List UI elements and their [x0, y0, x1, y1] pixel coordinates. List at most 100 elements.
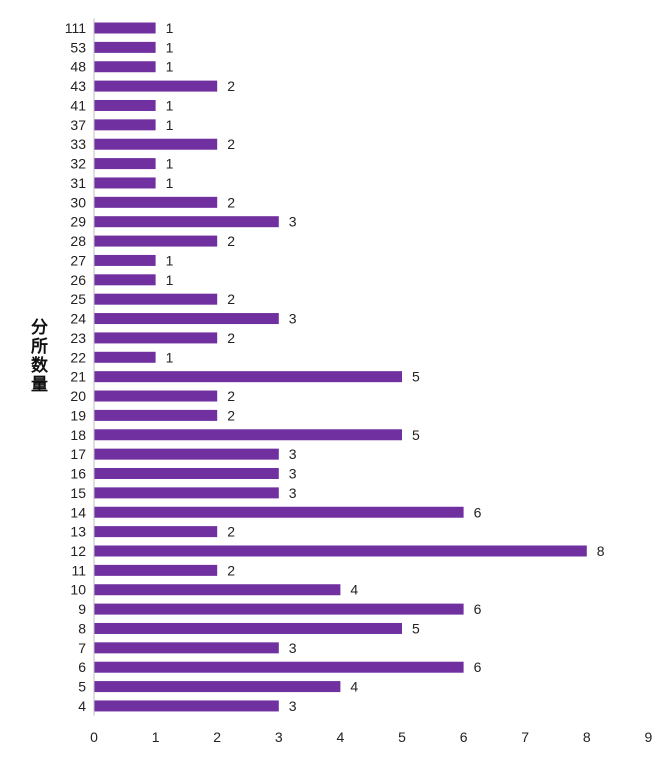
category-label-31: 31 — [70, 175, 86, 191]
x-tick-labels-group: 0 1 2 3 4 5 6 7 8 9 — [90, 729, 652, 745]
category-label-30: 30 — [70, 194, 86, 210]
bar-22 — [94, 351, 156, 363]
x-tick-8: 8 — [583, 729, 591, 745]
data-label-10: 4 — [350, 582, 358, 598]
bar-23 — [94, 332, 218, 344]
bar-33 — [94, 138, 218, 150]
bar-15 — [94, 487, 279, 499]
bar-19 — [94, 409, 218, 421]
x-tick-5: 5 — [398, 729, 406, 745]
category-label-37: 37 — [70, 117, 86, 133]
bar-24 — [94, 313, 279, 325]
bar-27 — [94, 254, 156, 266]
bar-26 — [94, 274, 156, 286]
bar-111 — [94, 22, 156, 34]
category-label-8: 8 — [78, 620, 86, 636]
data-label-5: 4 — [350, 679, 358, 695]
category-label-111: 111 — [65, 20, 86, 36]
category-label-17: 17 — [70, 446, 86, 462]
data-label-16: 3 — [289, 466, 297, 482]
category-label-10: 10 — [70, 582, 86, 598]
category-label-53: 53 — [70, 39, 86, 55]
data-label-11: 2 — [227, 562, 235, 578]
bar-48 — [94, 61, 156, 73]
data-label-22: 1 — [166, 349, 174, 365]
bar-20 — [94, 390, 218, 402]
bar-37 — [94, 119, 156, 131]
bar-41 — [94, 99, 156, 111]
data-labels-group: 1 1 1 2 1 1 2 1 1 2 3 2 1 1 2 3 2 1 5 2 2 5 3 3 3 6 2 8 2 4 6 5 3 6 4 3 — [166, 20, 605, 714]
data-label-41: 1 — [166, 97, 174, 113]
x-tick-9: 9 — [645, 729, 653, 745]
bar-32 — [94, 158, 156, 170]
category-label-12: 12 — [70, 543, 86, 559]
bar-9 — [94, 603, 464, 615]
bar-25 — [94, 293, 218, 305]
category-label-7: 7 — [78, 640, 86, 656]
category-label-19: 19 — [70, 407, 86, 423]
data-label-111: 1 — [166, 20, 174, 36]
data-label-8: 5 — [412, 620, 420, 636]
data-label-4: 3 — [289, 698, 297, 714]
bar-31 — [94, 177, 156, 189]
x-tick-6: 6 — [460, 729, 468, 745]
data-label-26: 1 — [166, 272, 174, 288]
category-label-22: 22 — [70, 349, 86, 365]
category-label-25: 25 — [70, 291, 86, 307]
bar-7 — [94, 642, 279, 654]
bar-16 — [94, 468, 279, 480]
data-label-28: 2 — [227, 233, 235, 249]
data-label-17: 3 — [289, 446, 297, 462]
bar-53 — [94, 41, 156, 53]
x-tick-4: 4 — [337, 729, 345, 745]
category-label-20: 20 — [70, 388, 86, 404]
data-label-23: 2 — [227, 330, 235, 346]
data-label-20: 2 — [227, 388, 235, 404]
data-label-53: 1 — [166, 39, 174, 55]
data-label-27: 1 — [166, 252, 174, 268]
data-label-21: 5 — [412, 369, 420, 385]
category-label-9: 9 — [78, 601, 86, 617]
x-tick-0: 0 — [90, 729, 98, 745]
bar-10 — [94, 584, 341, 596]
category-labels-group: 1115348434137333231302928272625242322212… — [65, 20, 86, 714]
data-label-14: 6 — [474, 504, 482, 520]
category-label-16: 16 — [70, 466, 86, 482]
data-label-30: 2 — [227, 194, 235, 210]
category-label-11: 11 — [71, 562, 86, 578]
data-label-19: 2 — [227, 407, 235, 423]
category-label-29: 29 — [70, 214, 86, 230]
x-tick-3: 3 — [275, 729, 283, 745]
data-label-48: 1 — [166, 59, 174, 75]
data-label-37: 1 — [166, 117, 174, 133]
category-label-13: 13 — [70, 524, 86, 540]
category-label-24: 24 — [70, 311, 86, 327]
category-label-41: 41 — [70, 97, 86, 113]
category-label-21: 21 — [70, 369, 86, 385]
category-label-32: 32 — [70, 156, 86, 172]
bar-21 — [94, 371, 402, 383]
category-label-26: 26 — [70, 272, 86, 288]
bar-12 — [94, 545, 587, 557]
bar-11 — [94, 564, 218, 576]
category-label-14: 14 — [70, 504, 86, 520]
category-label-23: 23 — [70, 330, 86, 346]
bar-30 — [94, 196, 218, 208]
category-label-48: 48 — [70, 59, 86, 75]
data-label-18: 5 — [412, 427, 420, 443]
data-label-25: 2 — [227, 291, 235, 307]
category-label-33: 33 — [70, 136, 86, 152]
x-tick-1: 1 — [152, 729, 160, 745]
category-label-28: 28 — [70, 233, 86, 249]
data-label-29: 3 — [289, 214, 297, 230]
data-label-7: 3 — [289, 640, 297, 656]
category-label-43: 43 — [70, 78, 86, 94]
category-label-5: 5 — [78, 679, 86, 695]
bar-17 — [94, 448, 279, 460]
bar-8 — [94, 622, 402, 634]
bar-5 — [94, 681, 341, 693]
bars-group — [94, 22, 587, 712]
data-label-6: 6 — [474, 659, 482, 675]
category-label-6: 6 — [78, 659, 86, 675]
